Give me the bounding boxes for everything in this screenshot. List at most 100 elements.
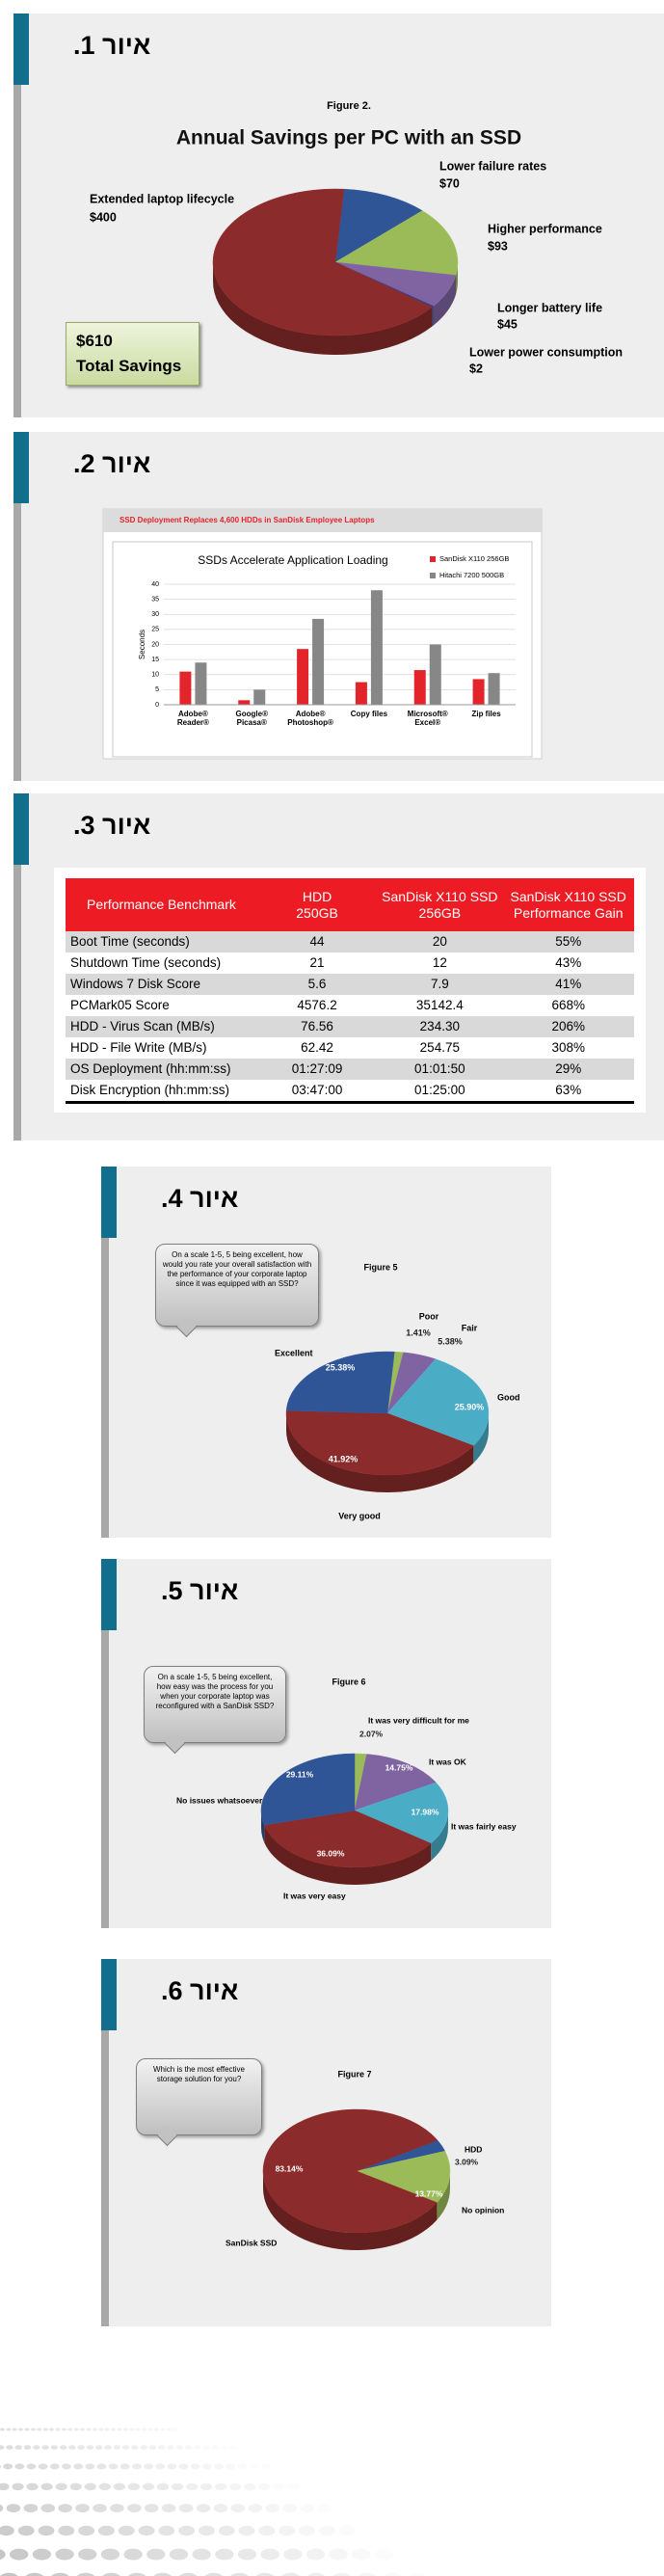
dot (198, 2525, 215, 2536)
chart-title: Annual Savings per PC with an SSD (176, 127, 521, 149)
dot (23, 2445, 32, 2450)
dot (86, 2445, 94, 2450)
dot (25, 2572, 44, 2576)
dot (55, 2548, 74, 2561)
slice-label: Lower power consumption (469, 345, 623, 359)
dot (104, 2445, 112, 2450)
dot (201, 2463, 212, 2470)
table-cell: 308% (551, 1040, 585, 1055)
dot (111, 2428, 117, 2431)
slice-label: It was OK (429, 1757, 467, 1766)
dot (145, 2504, 159, 2513)
pie-chart: Lower failure rates $70 Higher performance… (90, 100, 623, 375)
dot (178, 2525, 196, 2536)
slice-label: Excellent (275, 1348, 313, 1357)
dot (41, 2445, 49, 2450)
figure-caption: Figure 7 (337, 2069, 371, 2079)
table-cell: 668% (551, 998, 585, 1012)
value-label: 14.75% (385, 1762, 413, 1772)
dot (329, 2548, 348, 2561)
x-tick-label: Adobe® Reader® (176, 710, 209, 727)
slice-label: It was very difficult for me (368, 1715, 469, 1725)
slice-label: Longer battery life (497, 301, 602, 314)
dot (18, 2428, 24, 2431)
table-cell: 206% (502, 1016, 634, 1037)
bar (488, 673, 500, 705)
table-row: Windows 7 Disk Score 5.6 7.9 41% (66, 974, 634, 995)
dot (0, 2445, 5, 2450)
value-label: 29.11% (286, 1769, 314, 1779)
dot (178, 2572, 198, 2576)
dot (108, 2463, 119, 2470)
dot (127, 2504, 142, 2513)
table-row: PCMark05 Score 4576.2 35142.4 668% (66, 995, 634, 1016)
dot (84, 2482, 96, 2491)
table-cell: 12 (432, 955, 447, 970)
dot (261, 2463, 271, 2469)
column-header: SanDisk X110 SSD 256GB (377, 878, 503, 931)
dot (98, 2482, 111, 2491)
table-row: Boot Time (seconds) 44 20 55% (66, 931, 634, 953)
value-label: 5.38% (438, 1336, 463, 1346)
dot (157, 2445, 166, 2450)
dot (94, 2445, 103, 2450)
dot (185, 2482, 199, 2491)
y-axis-title: Seconds (138, 630, 146, 659)
dot (213, 2504, 228, 2513)
dot (59, 2445, 67, 2450)
dot (85, 2463, 95, 2470)
total-annotation: $610 Total Savings (66, 322, 199, 386)
dot (38, 2463, 48, 2470)
value-label: 83.14% (276, 2163, 304, 2173)
value-label: 36.09% (317, 1848, 345, 1858)
dot (0, 2428, 5, 2431)
value-label: 2.07% (359, 1729, 384, 1738)
dot (131, 2445, 139, 2450)
dot (229, 2445, 237, 2450)
table-cell: 01:01:50 (377, 1059, 503, 1080)
accent-bar (13, 432, 29, 503)
table-cell: 55% (502, 931, 634, 953)
table-cell: 29% (502, 1059, 634, 1080)
dot (0, 2549, 6, 2560)
figure-caption: Figure 5 (363, 1262, 397, 1272)
dot (17, 2525, 35, 2536)
dot (129, 2428, 135, 2431)
slice-side (264, 1825, 432, 1885)
dot (230, 2572, 249, 2576)
legend-label: SanDisk X110 256GB (439, 554, 509, 563)
table-cell: 5.6 (256, 974, 378, 995)
dot (0, 2572, 18, 2576)
dot (338, 2525, 356, 2536)
slice-label: Poor (419, 1311, 439, 1321)
bar (238, 700, 251, 705)
pie-slice (334, 188, 423, 263)
dot (121, 2445, 130, 2450)
table-cell: 44 (256, 931, 378, 953)
dot (96, 2463, 107, 2470)
accent-bar (101, 1167, 117, 1238)
figure-caption: Figure 6 (332, 1677, 365, 1686)
y-tick-label: 30 (151, 611, 159, 618)
table-cell: Disk Encryption (hh:mm:ss) (66, 1080, 257, 1104)
dot (318, 2525, 335, 2536)
header-row: Performance Benchmark HDD 250GB SanDisk X11… (66, 878, 634, 931)
dot (202, 2445, 210, 2450)
header-line: SanDisk X110 SSD (510, 888, 626, 904)
pie-chart: It was very difficult for me 2.07% It was … (176, 1677, 517, 1900)
dot (92, 2428, 97, 2431)
x-tick-label: Zip files (471, 710, 501, 718)
question-bubble: Which is the most effective storage solu… (136, 2058, 262, 2135)
dot (127, 2572, 146, 2576)
bar (472, 679, 485, 705)
table-cell: HDD - File Write (MB/s) (70, 1040, 207, 1055)
dot (26, 2482, 39, 2491)
dot (153, 2572, 172, 2576)
dot (305, 2548, 326, 2561)
bar (195, 662, 207, 705)
y-tick-label: 5 (155, 686, 159, 693)
dot (113, 2445, 121, 2450)
y-tick-label: 25 (151, 627, 159, 633)
dot (178, 2504, 194, 2513)
y-tick-label: 10 (151, 672, 159, 679)
